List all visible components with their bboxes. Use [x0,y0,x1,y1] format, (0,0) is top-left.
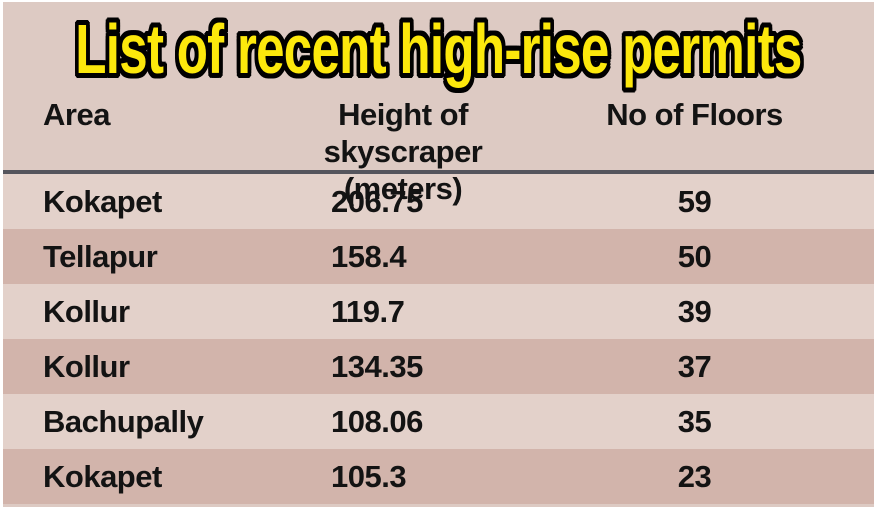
cell-height: 108.06 [331,404,423,439]
cell-area: Bachupally [43,404,204,439]
table-row: Kollur 134.35 37 [3,339,874,394]
title-bar: List of recent high-rise permits [3,2,874,92]
header-divider [3,170,874,174]
table-body: Kokapet 206.75 59 Tellapur 158.4 50 Koll… [3,174,874,504]
page-title: List of recent high-rise permits [75,10,802,88]
cell-height: 134.35 [331,349,423,384]
cell-area: Kokapet [43,459,162,494]
cell-height: 119.7 [331,294,405,329]
header-height-line1: Height of [338,97,468,132]
cell-height: 206.75 [331,184,423,219]
table-row: Tellapur 158.4 50 [3,229,874,284]
cell-floors: 59 [677,184,712,219]
cell-height: 158.4 [331,239,407,274]
cell-area: Kollur [43,294,130,329]
cell-floors: 23 [677,459,712,494]
cell-height: 105.3 [331,459,407,494]
header-area: Area [43,97,110,132]
table-row: Kokapet 206.75 59 [3,174,874,229]
header-height-line2: skyscraper (meters) [323,134,483,206]
cell-area: Kollur [43,349,130,384]
table-row: Kollur 119.7 39 [3,284,874,339]
header-height: Height of skyscraper (meters) [291,96,515,207]
cell-floors: 50 [677,239,712,274]
cell-floors: 39 [677,294,712,329]
permits-table-card: List of recent high-rise permits Area He… [3,2,874,507]
table-header-row: Area Height of skyscraper (meters) No of… [3,92,874,206]
cell-floors: 35 [677,404,712,439]
table-row: Bachupally 108.06 35 [3,394,874,449]
header-floors: No of Floors [606,97,783,132]
cell-area: Kokapet [43,184,162,219]
table-row: Kokapet 105.3 23 [3,449,874,504]
cell-floors: 37 [677,349,712,384]
cell-area: Tellapur [43,239,158,274]
